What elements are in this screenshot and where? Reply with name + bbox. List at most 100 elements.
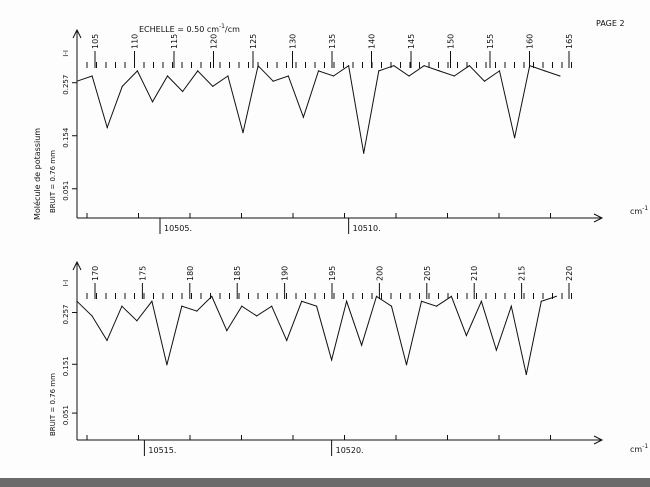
- line-number-label: 165: [565, 34, 574, 49]
- spectrum-point: [151, 300, 153, 302]
- line-number-label: 190: [281, 266, 290, 281]
- spectrum-point: [91, 315, 93, 317]
- line-number-label: 115: [170, 34, 179, 49]
- spectrum-point: [136, 70, 138, 72]
- spectrum-point: [378, 70, 380, 72]
- spectrum-point: [301, 300, 303, 302]
- y-tick-label: 0.151: [62, 356, 70, 376]
- spectrum-point: [212, 85, 214, 87]
- spectrum-point: [302, 116, 304, 118]
- spectrum-point: [390, 305, 393, 307]
- spectrum-point: [106, 126, 108, 129]
- spectrum-point: [480, 300, 482, 302]
- line-number-label: 135: [328, 34, 337, 49]
- spectrum-point: [405, 364, 408, 366]
- spectrum-line: [76, 295, 557, 375]
- spectrum-point: [540, 300, 542, 302]
- spectrum-point: [317, 70, 320, 72]
- spectrum-point: [423, 65, 425, 67]
- line-number-label: 200: [375, 266, 384, 281]
- spectrum-point: [316, 305, 318, 307]
- line-number-label: 205: [423, 266, 432, 281]
- chart-panel-bottom: 10515. 10520. cm-1 BRUIT = 0.76 mm 0.051 0.15…: [49, 260, 648, 456]
- spectrum-point: [393, 65, 395, 67]
- noise-label: BRUIT = 0.76 mm: [49, 373, 57, 436]
- y-tick-label: 0.257: [62, 75, 70, 95]
- noise-label: BRUIT = 0.76 mm: [49, 150, 57, 213]
- spectrum-point: [227, 75, 229, 77]
- x-unit-label: cm-1: [630, 443, 648, 454]
- spectrum-point: [76, 80, 78, 82]
- y-axis-arrow: [72, 28, 82, 39]
- spectrum-point: [453, 75, 455, 77]
- x-tick-label: 10510.: [353, 224, 381, 233]
- y-tick-label: I-I: [62, 50, 70, 57]
- spectrum-point: [468, 65, 470, 67]
- y-tick-label: 0.051: [62, 405, 70, 425]
- y-tick-label: 0.051: [62, 181, 70, 201]
- spectrum-point: [211, 295, 213, 297]
- line-number-label: 170: [91, 266, 100, 281]
- spectrum-point: [363, 152, 365, 154]
- spectrum-point: [555, 295, 557, 297]
- spectrum-point: [242, 132, 244, 134]
- spectrum-point: [348, 65, 350, 67]
- spectrum-point: [257, 65, 259, 67]
- spectrum-point: [241, 305, 243, 307]
- line-number-label: 155: [486, 34, 495, 49]
- x-tick-label: 10520.: [336, 446, 364, 455]
- line-number-label: 175: [138, 266, 147, 281]
- line-number-label: 130: [289, 34, 298, 49]
- line-number-label: 215: [518, 266, 527, 281]
- line-number-label: 140: [368, 34, 377, 49]
- line-number-label: 125: [249, 34, 258, 49]
- spectrum-point: [151, 101, 154, 103]
- spectrum-point: [420, 300, 423, 302]
- scale-label: ECHELLE = 0.50 cm-1/cm: [139, 23, 240, 34]
- spectrum-point: [450, 295, 452, 297]
- spectrum-point: [510, 305, 512, 307]
- spectrum-point: [166, 75, 169, 77]
- x-tick-label: 10515.: [148, 446, 176, 455]
- x-axis-arrow: [593, 435, 604, 445]
- spectrum-point: [498, 70, 501, 72]
- spectrum-line: [76, 64, 561, 154]
- y-axis-arrow: [72, 260, 82, 271]
- line-number-label: 105: [91, 34, 100, 49]
- line-number-label: 180: [186, 266, 195, 281]
- line-number-label: 150: [447, 34, 456, 49]
- y-tick-label: 0.154: [62, 127, 70, 148]
- line-number-label: 220: [565, 266, 574, 281]
- y-tick-label: 0.257: [62, 304, 70, 324]
- line-number-label: 160: [526, 34, 535, 49]
- spectrum-point: [286, 339, 288, 341]
- spectrum-point: [91, 75, 93, 77]
- line-number-label: 120: [210, 34, 219, 49]
- x-unit-label: cm-1: [630, 205, 648, 216]
- spectrum-point: [106, 339, 108, 341]
- spectrum-point: [435, 305, 438, 307]
- spectrum-point: [331, 359, 333, 361]
- spectrum-point: [529, 65, 531, 67]
- spectrum-point: [514, 137, 516, 139]
- chart-panel-top: 10505. 10510. cm-1 BRUIT = 0.76 mm 0.051 0.15…: [49, 28, 648, 234]
- x-tick-label: 10505.: [164, 224, 192, 233]
- spectrum-point: [182, 90, 184, 93]
- spectrum-point: [271, 305, 273, 307]
- spectrum-point: [438, 70, 440, 72]
- spectrum-point: [525, 373, 527, 376]
- spectrum-point: [256, 315, 258, 317]
- spectrum-point: [121, 305, 123, 307]
- spectrum-point: [544, 70, 546, 72]
- spectrum-point: [408, 75, 410, 77]
- line-number-label: 195: [328, 266, 337, 281]
- spectrum-point: [332, 75, 335, 77]
- line-number-label: 210: [470, 266, 479, 281]
- spectrum-point: [361, 344, 363, 346]
- spectrum-point: [121, 85, 123, 87]
- spectrum-point: [483, 80, 486, 82]
- spectrum-point: [181, 305, 183, 307]
- spectrum-point: [166, 364, 168, 366]
- spectrum-point: [272, 80, 274, 82]
